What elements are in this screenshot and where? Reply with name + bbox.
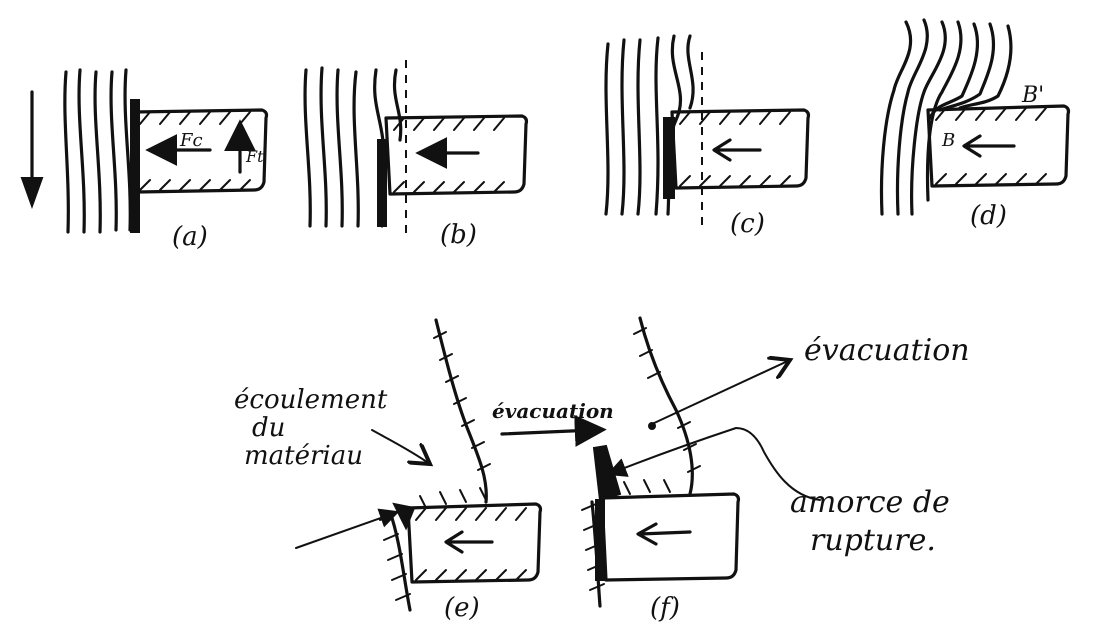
label-fc: Fc: [179, 130, 203, 151]
compressed-zone-a: [130, 99, 140, 233]
rupture-crack-f: [592, 444, 622, 502]
evacuation-center: évacuation: [492, 399, 614, 447]
cutting-arrow-c: [712, 138, 762, 162]
label-b-prime: B': [1021, 83, 1044, 108]
tool-c: [670, 108, 811, 190]
panel-f: évacuation amorce de rupture. (f): [581, 316, 970, 623]
label-b: B: [941, 130, 955, 151]
cutting-arrow-d: [962, 134, 1016, 158]
chip-hatching-f: [623, 327, 701, 495]
panel-d: B B' (d): [879, 18, 1071, 231]
evacuation-arrow-center: [500, 414, 607, 447]
tool-a: Fc Ft: [132, 108, 269, 194]
tool-e: [406, 502, 543, 584]
panel-e: écoulement du matériau (e): [234, 318, 543, 623]
cutting-arrow-f: [636, 522, 692, 546]
compressed-zone-b: [377, 139, 387, 227]
annotation-evacuation-right: évacuation: [804, 333, 970, 368]
chip-outline-e: [434, 318, 488, 504]
annotation-rupture: rupture.: [810, 523, 936, 558]
material-fibers-a: [63, 68, 132, 234]
panel-label-e: (e): [444, 593, 480, 623]
flow-arrow: [371, 429, 430, 464]
annotation-du: du: [252, 413, 285, 443]
pointer-arrow-e: [295, 508, 400, 549]
panel-label-f: (f): [650, 593, 680, 623]
panel-label-c: (c): [730, 209, 765, 239]
annotation-amorce: amorce de: [790, 485, 950, 520]
feed-direction-arrow: [20, 90, 44, 209]
tool-d: B B': [926, 83, 1071, 188]
panel-label-d: (d): [970, 201, 1007, 231]
tool-b: [384, 114, 529, 196]
panel-a: Fc Ft (a): [63, 68, 269, 252]
chip-outline-f: [638, 316, 694, 496]
tool-f: [600, 492, 741, 582]
panel-c: (c): [604, 34, 811, 239]
label-ft: Ft: [245, 147, 264, 166]
panel-b: (b): [303, 60, 529, 250]
rupture-pointer-f: [606, 426, 821, 501]
annotation-evacuation-center: évacuation: [492, 399, 614, 423]
chip-hatching-e: [433, 331, 491, 471]
panel-label-b: (b): [440, 220, 477, 250]
annotation-materiau: matériau: [244, 441, 363, 471]
cutting-arrow-e: [444, 530, 494, 554]
material-fibers-d: [879, 18, 1013, 216]
panel-label-a: (a): [172, 222, 208, 252]
annotation-ecoulement: écoulement: [234, 385, 388, 415]
evacuation-pointer-f: [651, 360, 790, 425]
